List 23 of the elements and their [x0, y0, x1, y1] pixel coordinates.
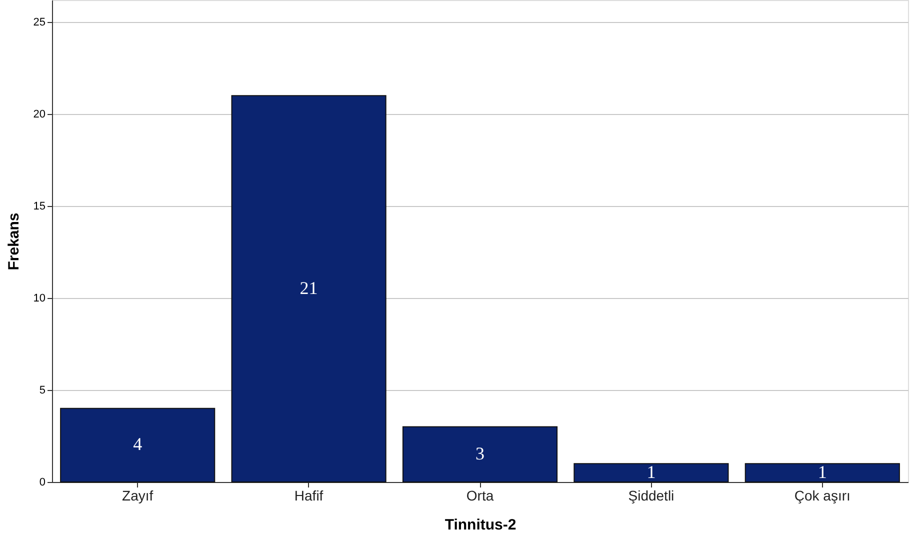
bar	[744, 463, 900, 482]
bar	[231, 95, 386, 482]
y-tick-label: 15	[33, 200, 46, 213]
data-label: 4	[133, 434, 142, 454]
x-tick-label: Çok aşırı	[794, 488, 850, 504]
x-tick-label: Zayıf	[122, 488, 154, 504]
y-tick-label: 5	[39, 384, 46, 397]
data-label: 3	[476, 443, 484, 464]
x-axis-title: Tinnitus-2	[444, 516, 516, 534]
x-tick-label: Şiddetli	[628, 488, 674, 504]
y-tick-label: 0	[39, 476, 46, 488]
data-label: 1	[646, 462, 656, 482]
y-tick-label: 25	[33, 16, 46, 29]
y-axis-title: Frekans	[5, 212, 22, 270]
data-label: 21	[300, 278, 318, 298]
y-tick-label: 10	[33, 292, 46, 305]
data-label: 1	[818, 462, 827, 482]
bar	[60, 408, 216, 482]
x-tick-label: Orta	[466, 488, 494, 504]
x-tick-label: Hafif	[294, 488, 324, 504]
bar	[574, 463, 729, 482]
bar	[402, 426, 558, 482]
y-tick-label: 20	[33, 108, 46, 121]
